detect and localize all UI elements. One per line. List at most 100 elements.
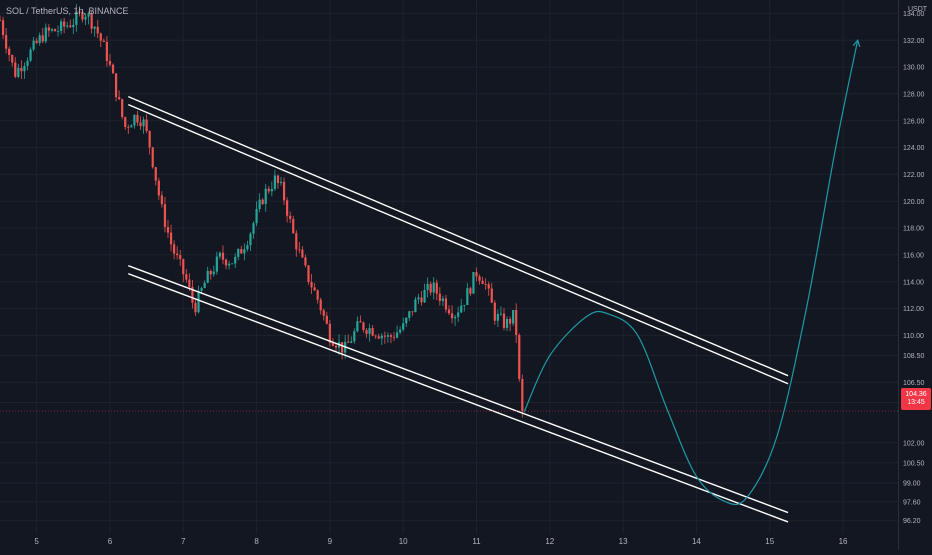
candle-body bbox=[307, 265, 310, 282]
candle-body bbox=[252, 223, 255, 234]
candle-body bbox=[111, 64, 115, 74]
channel-line-lower-inner[interactable] bbox=[128, 273, 789, 523]
candle-body bbox=[261, 199, 264, 205]
projection-curve[interactable] bbox=[523, 40, 859, 506]
projection-arrowhead bbox=[852, 39, 861, 48]
candle-body bbox=[429, 283, 432, 293]
candle-body bbox=[47, 27, 50, 31]
candle-body bbox=[249, 233, 252, 246]
candle-body bbox=[93, 26, 96, 29]
candle-body bbox=[114, 73, 118, 98]
candle-body bbox=[457, 312, 460, 317]
candle-body bbox=[395, 332, 399, 338]
y-tick-label: 130.00 bbox=[903, 65, 925, 72]
candle-body bbox=[301, 249, 304, 258]
candle-body bbox=[157, 180, 160, 196]
candle-body bbox=[466, 288, 469, 306]
candle-body bbox=[374, 335, 377, 337]
candle-body bbox=[286, 200, 289, 216]
candle-body bbox=[231, 263, 234, 265]
y-tick-label: 134.00 bbox=[903, 11, 925, 18]
y-tick-label: 106.50 bbox=[903, 380, 925, 387]
y-tick-label: 96.20 bbox=[903, 518, 921, 525]
candle-body bbox=[447, 309, 451, 314]
y-tick-label: 100.50 bbox=[903, 460, 925, 467]
candle-body bbox=[38, 35, 41, 43]
candle-body bbox=[84, 16, 87, 20]
candle-body bbox=[29, 49, 32, 61]
candle-body bbox=[258, 199, 261, 209]
candle-body bbox=[295, 233, 298, 250]
last-price-value: 104.36 bbox=[905, 390, 927, 398]
candle-body bbox=[130, 125, 133, 128]
symbol-title: SOL / TetherUS, 1h, BINANCE bbox=[6, 6, 129, 16]
candle-body bbox=[99, 33, 102, 41]
candle-body bbox=[264, 188, 267, 205]
projection-path[interactable] bbox=[523, 39, 861, 506]
candle-body bbox=[347, 341, 350, 343]
candle-body bbox=[505, 318, 509, 328]
candle-body bbox=[124, 117, 127, 127]
y-tick-label: 128.00 bbox=[903, 91, 925, 98]
candle-body bbox=[313, 287, 316, 291]
candle-body bbox=[350, 341, 353, 343]
candle-body bbox=[484, 283, 487, 285]
candle-body bbox=[438, 293, 441, 301]
candle-body bbox=[279, 181, 283, 184]
candle-body bbox=[399, 329, 402, 333]
candle-body bbox=[11, 54, 14, 63]
y-tick-label: 124.00 bbox=[903, 145, 925, 152]
x-tick-label: 16 bbox=[839, 537, 848, 546]
candle-body bbox=[209, 270, 212, 275]
candle-body bbox=[316, 290, 319, 300]
channel-line-upper-outer[interactable] bbox=[128, 95, 789, 377]
candle-body bbox=[328, 323, 331, 343]
candle-body bbox=[160, 195, 163, 205]
channel-line-upper-inner[interactable] bbox=[128, 104, 789, 385]
candle-body bbox=[502, 313, 506, 328]
candle-body bbox=[454, 316, 457, 319]
channel-line-lower-outer[interactable] bbox=[128, 265, 789, 514]
candle-body bbox=[90, 13, 93, 29]
candle-body bbox=[490, 288, 493, 303]
candle-body bbox=[227, 263, 231, 266]
candle-body bbox=[310, 281, 313, 288]
candle-body bbox=[1, 20, 5, 36]
candle-body bbox=[365, 330, 368, 334]
candle-body bbox=[521, 378, 524, 412]
candle-body bbox=[75, 11, 78, 25]
candle-body bbox=[292, 218, 295, 234]
candle-body bbox=[78, 11, 81, 13]
candle-body bbox=[353, 331, 356, 342]
candle-body bbox=[105, 41, 109, 62]
y-tick-label: 126.00 bbox=[903, 118, 925, 125]
candle-body bbox=[417, 297, 420, 300]
candle-body bbox=[322, 310, 325, 316]
candle-body bbox=[145, 119, 148, 131]
candle-body bbox=[121, 99, 124, 118]
candle-body bbox=[72, 24, 75, 28]
candle-body bbox=[359, 321, 362, 323]
candle-body bbox=[246, 245, 249, 250]
time-axis[interactable]: 5 6 7 8 9 10 11 12 13 14 15 16 bbox=[34, 537, 848, 546]
candle-body bbox=[66, 25, 69, 27]
candle-body bbox=[118, 97, 121, 100]
candle-body bbox=[154, 167, 157, 181]
candle-body bbox=[362, 322, 365, 331]
channel-lines[interactable] bbox=[128, 95, 789, 523]
x-tick-label: 14 bbox=[692, 537, 701, 546]
candle-body bbox=[414, 299, 417, 313]
symbol-header[interactable]: SOL / TetherUS, 1h, BINANCE bbox=[6, 6, 129, 16]
price-axis[interactable]: 134.00 132.00 130.00 128.00 126.00 124.00 122.… bbox=[898, 0, 932, 550]
candle-body bbox=[5, 35, 8, 49]
candle-body bbox=[166, 226, 170, 233]
candle-body bbox=[408, 311, 411, 318]
y-tick-label: 122.00 bbox=[903, 172, 925, 179]
candle-body bbox=[243, 249, 246, 254]
candle-body bbox=[380, 335, 383, 339]
candle-body bbox=[478, 276, 481, 281]
candle-body bbox=[56, 30, 60, 32]
candle-body bbox=[276, 175, 280, 184]
